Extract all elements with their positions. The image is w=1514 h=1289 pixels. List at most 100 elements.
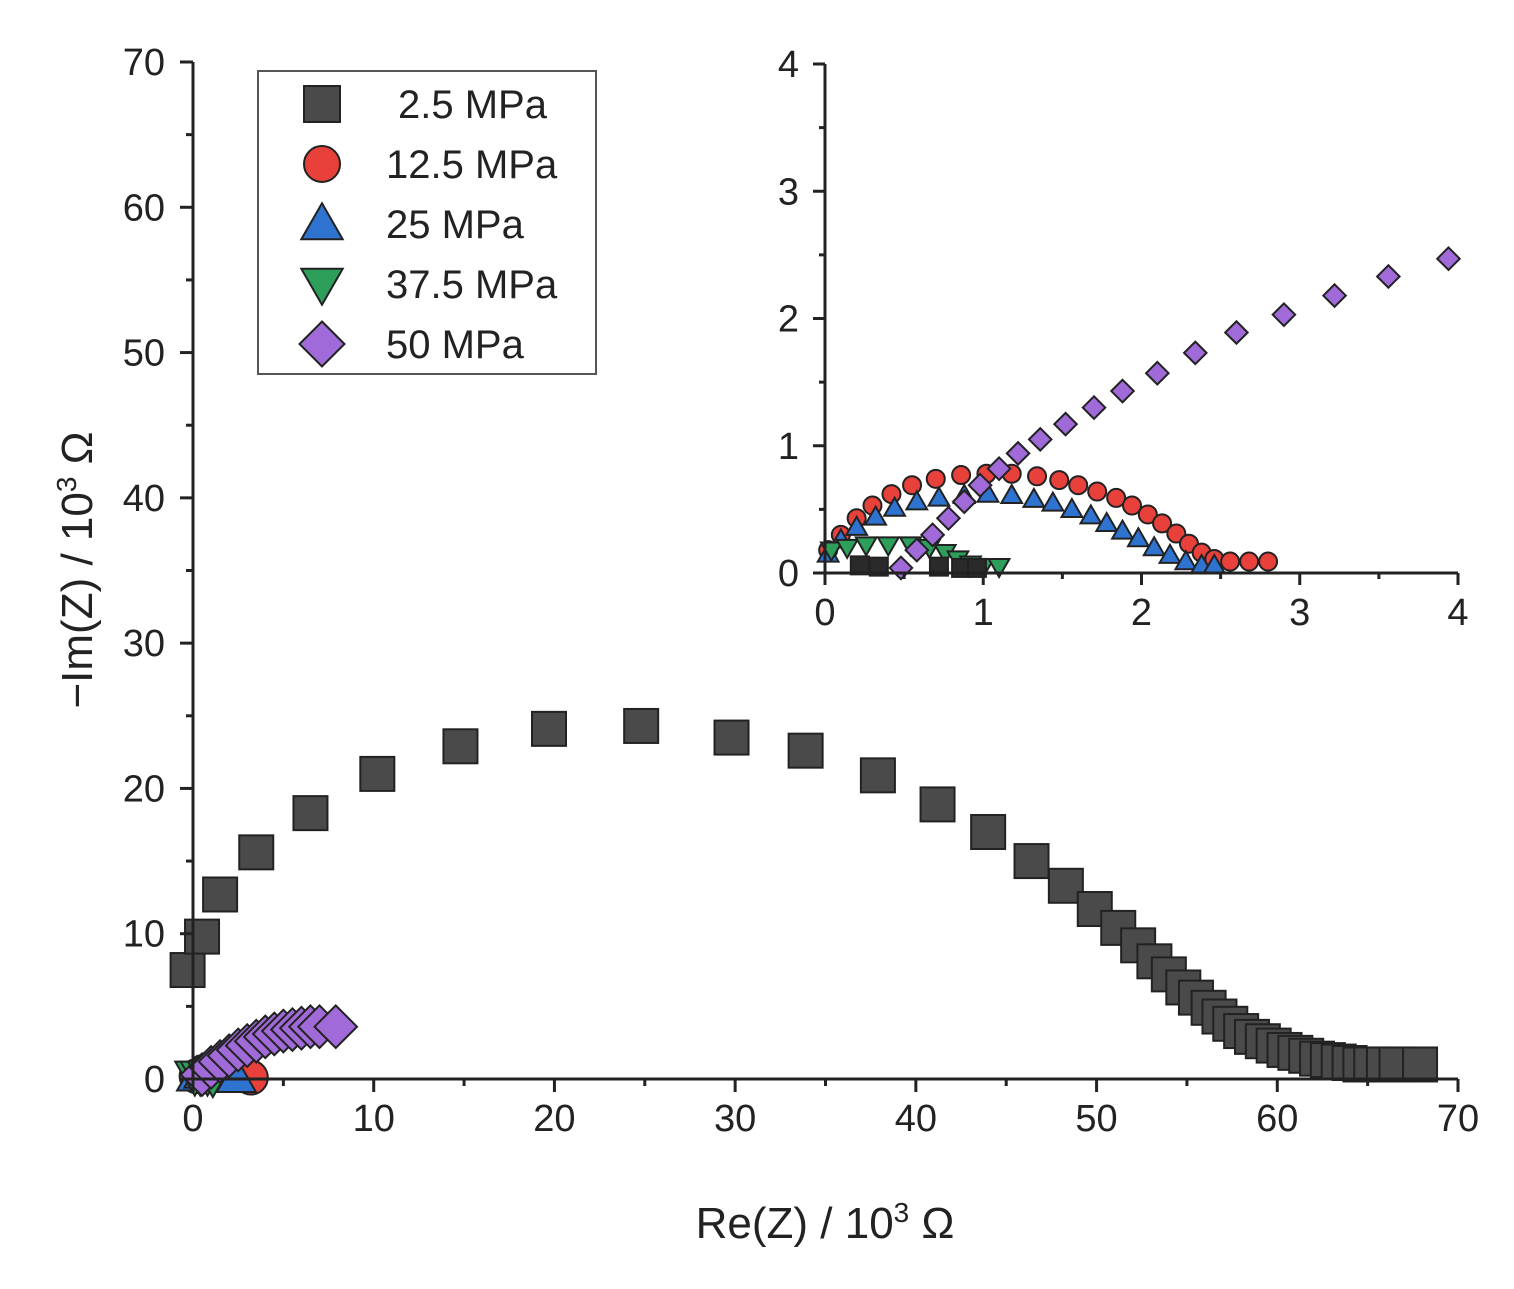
inset-y-tick-label: 3 [778, 171, 799, 213]
inset-y-tick-label: 0 [778, 553, 799, 595]
inset-x-tick-label: 0 [814, 592, 835, 634]
inset-point [986, 557, 1012, 579]
inset-point [1068, 475, 1089, 496]
main-x-tick-label: 0 [182, 1098, 203, 1140]
inset-axes: 0 1 2 3 4 0 1 2 3 4 [778, 44, 1469, 634]
inset-plot: 0 1 2 3 4 0 1 2 3 4 [778, 44, 1469, 634]
inset-point [888, 555, 914, 581]
inset-point [1435, 246, 1462, 272]
inset-point [928, 556, 949, 577]
inset-point [926, 485, 952, 507]
main-y-tick-label: 40 [123, 478, 165, 520]
main-series-diamond [179, 1004, 359, 1098]
main-point [238, 834, 275, 871]
main-markers [169, 707, 1439, 1100]
inset-markers [816, 246, 1462, 581]
inset-point [1258, 551, 1279, 572]
inset-point [935, 505, 962, 531]
legend-label: 2.5 MPa [398, 83, 548, 127]
inset-point [1059, 497, 1084, 519]
inset-point [1239, 551, 1260, 572]
legend-label: 50 MPa [386, 323, 525, 367]
inset-point [835, 538, 860, 560]
main-y-tick-label: 30 [123, 623, 165, 665]
main-point [1013, 843, 1050, 880]
main-point [1402, 1046, 1439, 1083]
inset-point [881, 484, 902, 505]
main-point [919, 786, 956, 823]
legend-item-1: 12.5 MPa [303, 143, 558, 187]
main-y-tick-label: 60 [123, 187, 165, 229]
main-point [292, 795, 329, 832]
inset-x-tick-label: 2 [1131, 592, 1152, 634]
inset-point [1081, 394, 1107, 421]
main-x-tick-label: 10 [353, 1098, 395, 1140]
inset-point [1040, 490, 1065, 512]
inset-x-tick-label: 3 [1289, 592, 1310, 634]
y-axis-title: −Im(Z) / 103 Ω [51, 431, 102, 708]
inset-point [1027, 426, 1053, 453]
main-x-tick-label: 20 [533, 1098, 575, 1140]
legend-marker-diamond [298, 320, 346, 368]
inset-point [1109, 378, 1136, 404]
main-x-tick-label: 50 [1075, 1098, 1117, 1140]
main-point [313, 1004, 359, 1050]
main-y-tick-label: 10 [123, 914, 165, 956]
inset-x-tick-label: 1 [973, 592, 994, 634]
inset-point [904, 537, 930, 563]
inset-series-diamond [888, 246, 1462, 581]
inset-point [1142, 535, 1167, 557]
main-point [442, 728, 479, 765]
main-point [184, 918, 221, 955]
inset-point [1021, 486, 1046, 508]
x-axis-title: Re(Z) / 103 Ω [696, 1197, 955, 1248]
legend-label: 12.5 MPa [386, 143, 558, 187]
inset-point [844, 514, 869, 536]
main-point [713, 719, 750, 756]
inset-point [919, 522, 946, 548]
main-point [787, 732, 824, 769]
main-y-tick-label: 70 [123, 42, 165, 84]
inset-point [951, 489, 977, 515]
legend-item-3: 37.5 MPa [299, 263, 558, 307]
inset-point [904, 489, 929, 511]
inset-y-tick-label: 2 [778, 299, 799, 341]
inset-point [1144, 360, 1170, 386]
inset-point [951, 465, 972, 486]
legend: 2.5 MPa 12.5 MPa 25 MPa 37.5 MPa 50 MPa [257, 70, 597, 375]
legend-marker-triangle-up [299, 201, 345, 241]
main-x-tick-label: 70 [1437, 1098, 1479, 1140]
inset-point [1106, 487, 1127, 508]
inset-series-square [849, 555, 987, 578]
inset-point [863, 504, 888, 526]
main-x-tick-label: 60 [1256, 1098, 1298, 1140]
inset-point [1173, 549, 1198, 571]
inset-point [1220, 551, 1241, 572]
inset-point [1271, 302, 1297, 328]
inset-point [1027, 466, 1048, 487]
main-x-tick-label: 40 [895, 1098, 937, 1140]
inset-point [1052, 411, 1079, 437]
legend-marker-triangle-down [299, 267, 345, 307]
inset-point [1110, 518, 1135, 540]
inset-point [1375, 263, 1402, 290]
inset-point [1182, 340, 1208, 366]
inset-point [986, 455, 1012, 482]
inset-point [1122, 495, 1143, 516]
main-point [859, 757, 896, 794]
main-point [623, 707, 660, 744]
inset-point [882, 495, 907, 517]
inset-point [1137, 504, 1158, 525]
inset-point [1321, 282, 1348, 309]
inset-y-tick-label: 1 [778, 426, 799, 468]
main-y-tick-label: 0 [144, 1059, 165, 1101]
main-point [169, 952, 206, 989]
inset-point [1126, 526, 1151, 548]
inset-point [1087, 481, 1108, 502]
main-point [970, 814, 1007, 851]
legend-item-4: 50 MPa [298, 320, 525, 368]
main-x-tick-label: 30 [714, 1098, 756, 1140]
inset-point [876, 536, 901, 558]
